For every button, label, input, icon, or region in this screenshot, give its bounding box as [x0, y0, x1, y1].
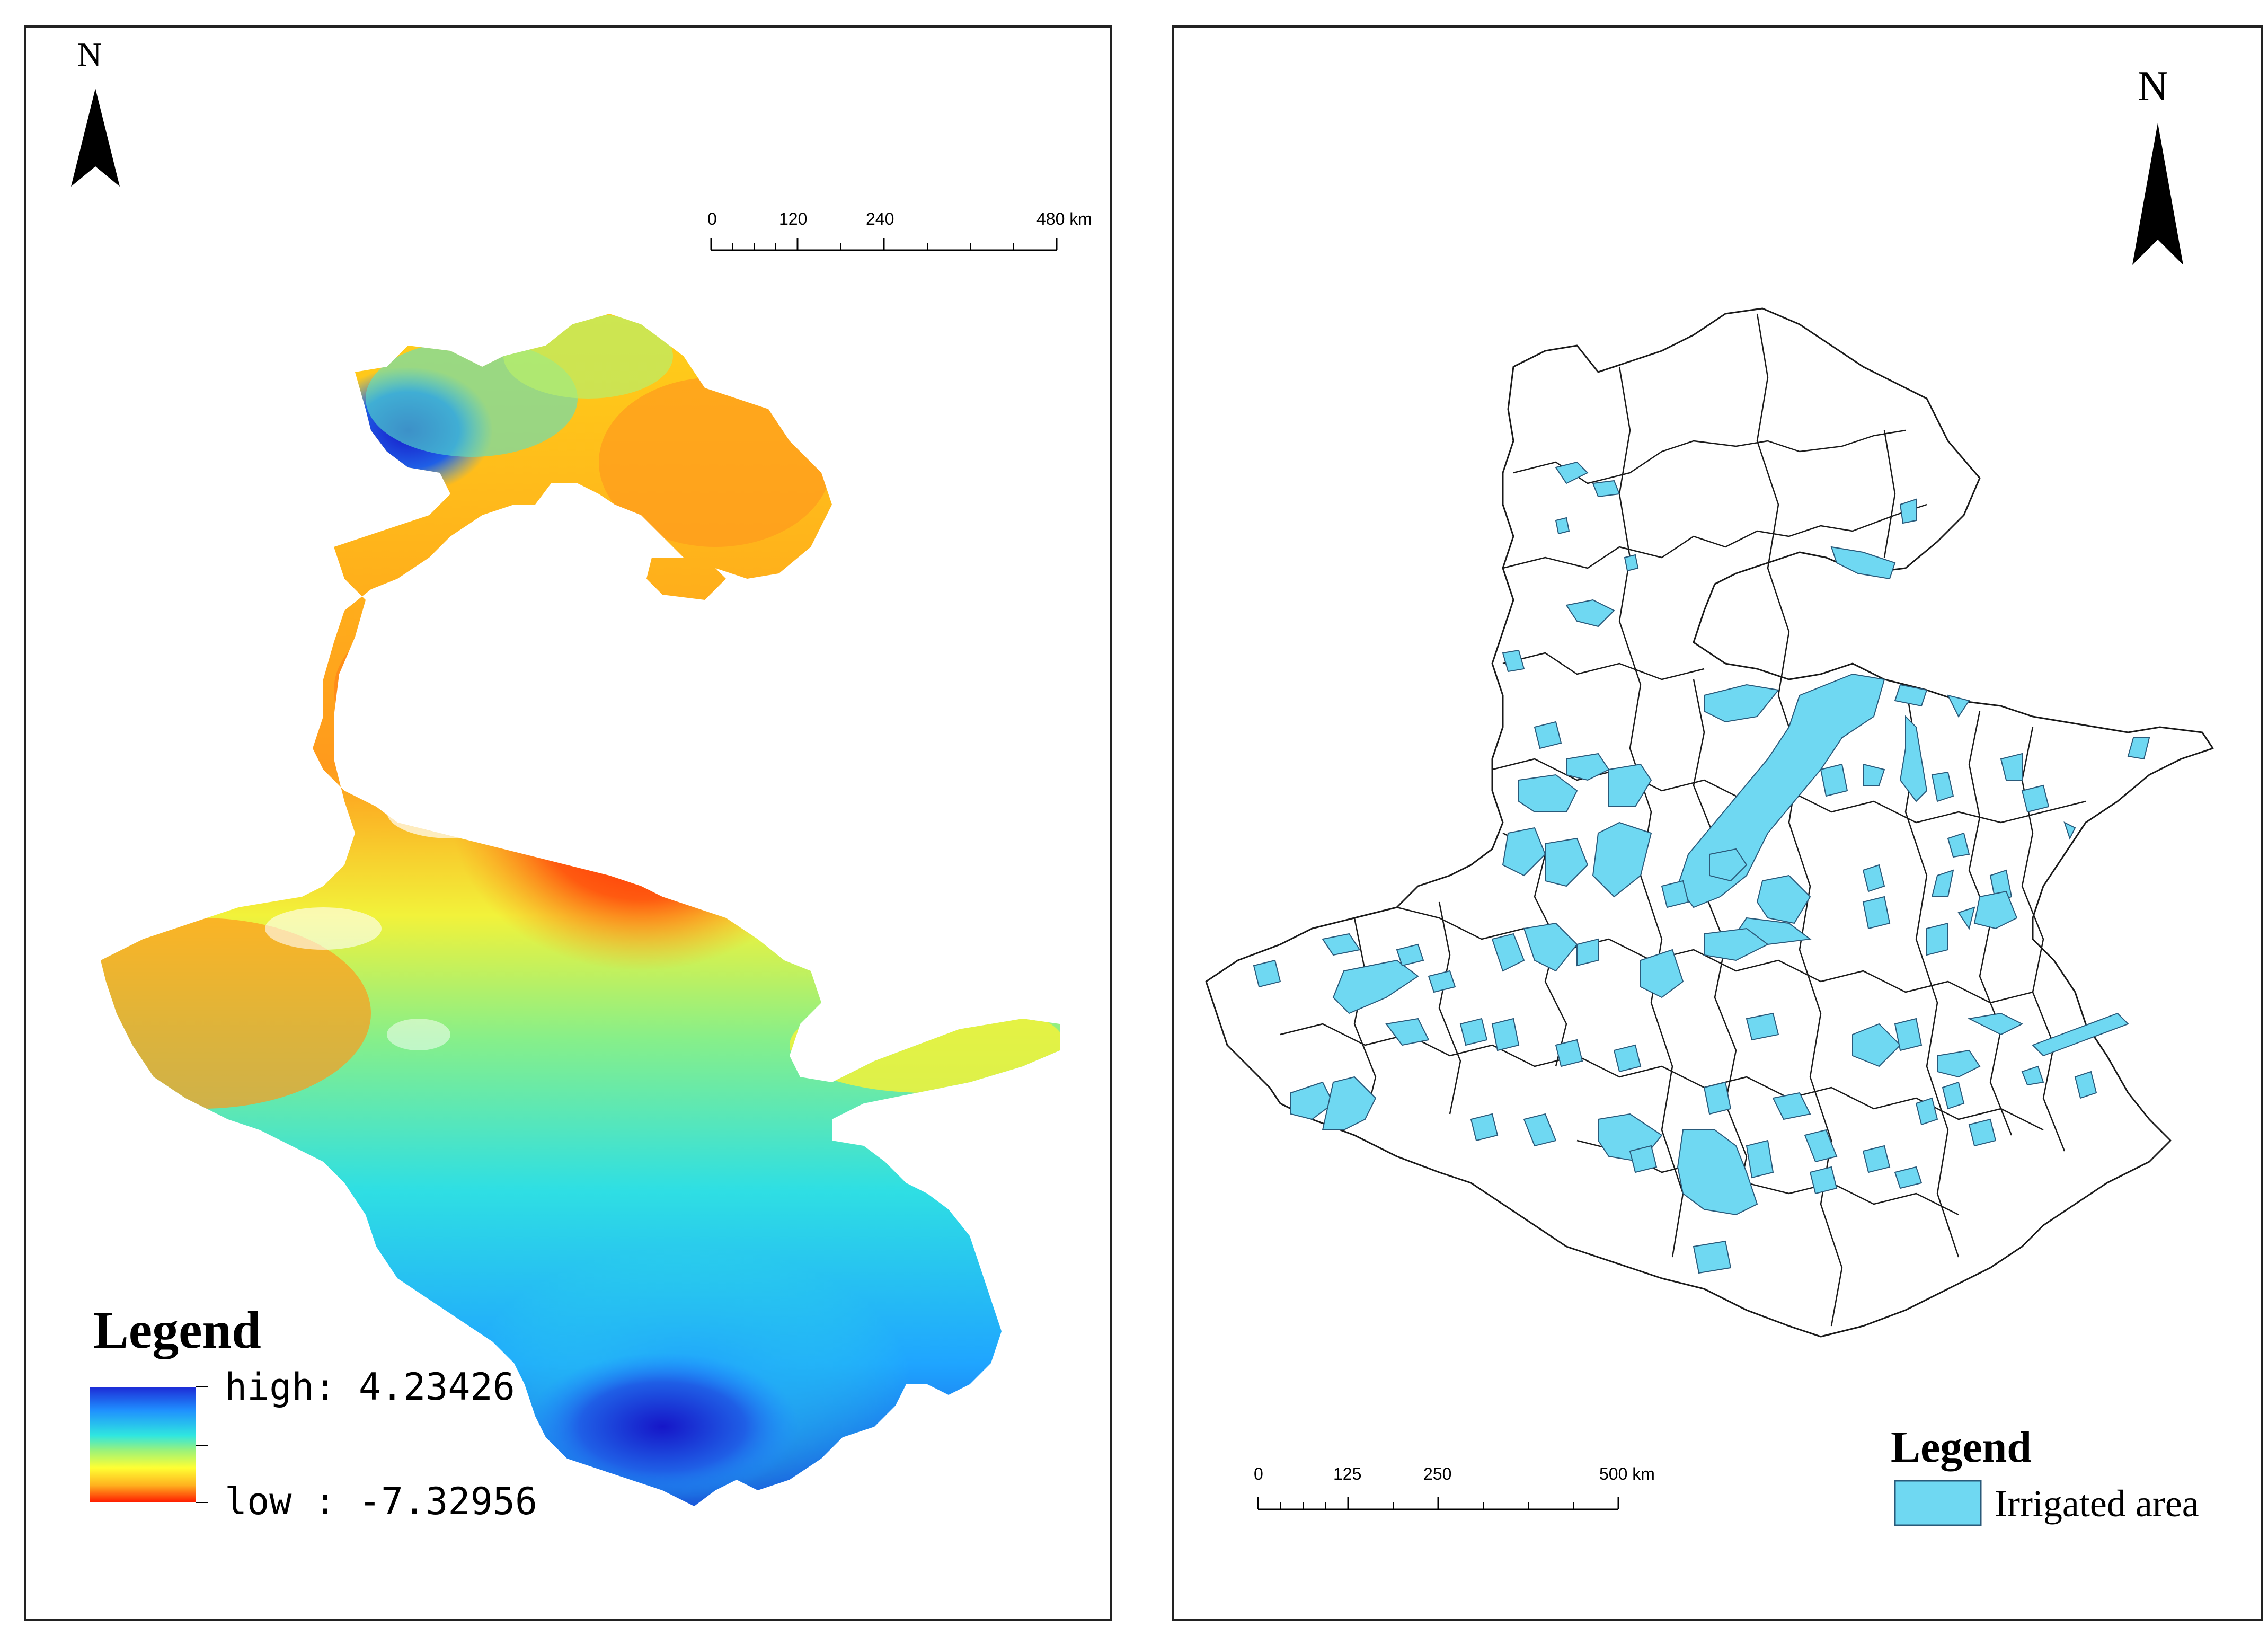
scale-tick-0: 0 — [707, 209, 717, 228]
scale-tick-2: 250 — [1423, 1464, 1451, 1483]
scale-bar: 0 125 250 500 km — [1254, 1464, 1655, 1510]
north-label: N — [77, 36, 102, 73]
scale-tick-1: 125 — [1333, 1464, 1361, 1483]
legend-item-label: Irrigated area — [1995, 1482, 2199, 1525]
north-label: N — [2138, 63, 2168, 110]
north-arrow-icon — [2132, 123, 2183, 265]
scale-tick-0: 0 — [1254, 1464, 1263, 1483]
legend-title: Legend — [1891, 1422, 2032, 1472]
legend-high-label: high: 4.23426 — [225, 1365, 515, 1409]
left-map-panel: 0 120 240 480 km N Legend high: 4.23426 … — [24, 25, 1112, 1621]
legend-low-label: low : -7.32956 — [225, 1480, 538, 1523]
right-map-canvas: 0 125 250 500 km — [1205, 123, 2214, 1526]
scale-tick-3: 480 km — [1036, 209, 1092, 228]
legend-color-ramp — [90, 1387, 196, 1502]
scale-tick-2: 240 — [866, 209, 894, 228]
legend-title: Legend — [93, 1301, 261, 1359]
irrigated-areas — [1253, 461, 2150, 1274]
legend-swatch-irrigated — [1894, 1480, 1982, 1526]
left-map-canvas: 0 120 240 480 km — [71, 89, 1092, 1506]
scale-tick-1: 120 — [779, 209, 807, 228]
scale-tick-3: 500 km — [1599, 1464, 1655, 1483]
scale-bar: 0 120 240 480 km — [707, 209, 1092, 251]
right-map-panel: 0 125 250 500 km N Legend Irrigated area — [1172, 25, 2263, 1621]
north-arrow-icon — [71, 89, 120, 187]
